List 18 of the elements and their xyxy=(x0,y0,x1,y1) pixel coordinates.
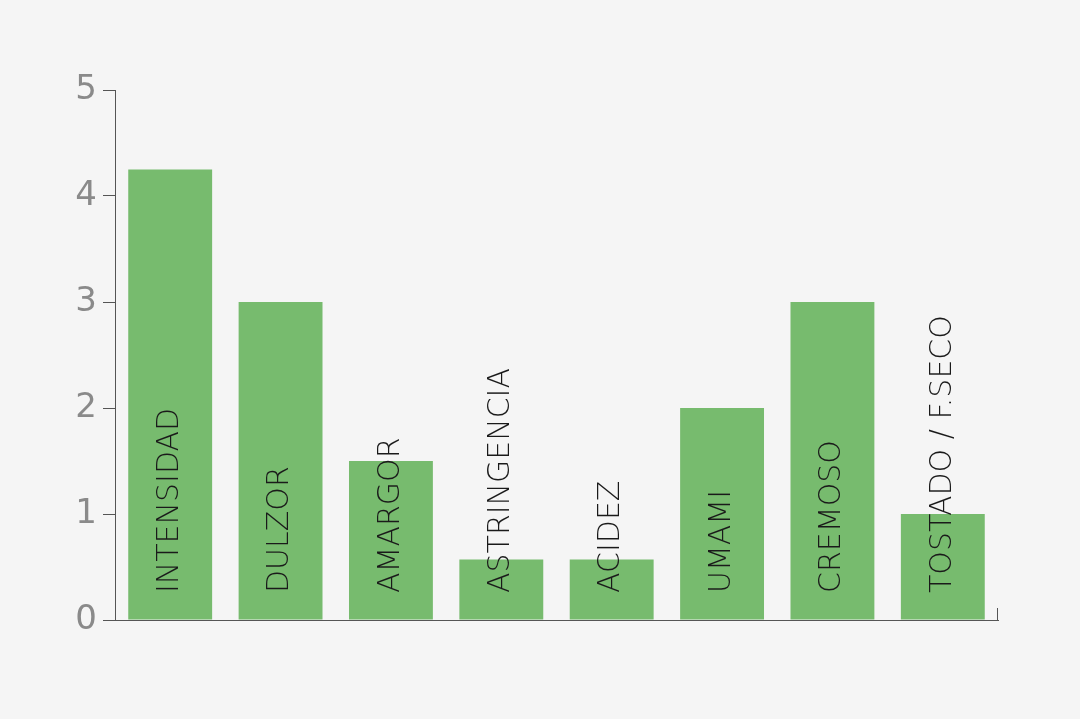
y-tick-label: 0 xyxy=(75,596,97,637)
y-tick-label: 3 xyxy=(75,278,97,319)
x-tick-label: INTENSIDAD xyxy=(149,407,185,593)
bar xyxy=(238,302,323,620)
x-tick-label: ASTRINGENCIA xyxy=(481,368,517,593)
x-tick-label: DULZOR xyxy=(260,466,296,593)
y-tick-label: 4 xyxy=(75,172,97,213)
bar xyxy=(790,302,875,620)
bar xyxy=(128,169,213,620)
y-tick-label: 1 xyxy=(75,490,97,531)
y-tick-label: 2 xyxy=(75,384,97,425)
bar xyxy=(680,408,765,620)
x-tick-label: ACIDEZ xyxy=(591,480,627,593)
x-tick-label: TOSTADO / F.SECO xyxy=(922,315,958,593)
x-tick-label: AMARGOR xyxy=(370,437,406,593)
x-tick-label: CREMOSO xyxy=(812,440,848,593)
x-tick-label: UMAMI xyxy=(701,489,737,593)
y-tick-label: 5 xyxy=(75,66,97,107)
